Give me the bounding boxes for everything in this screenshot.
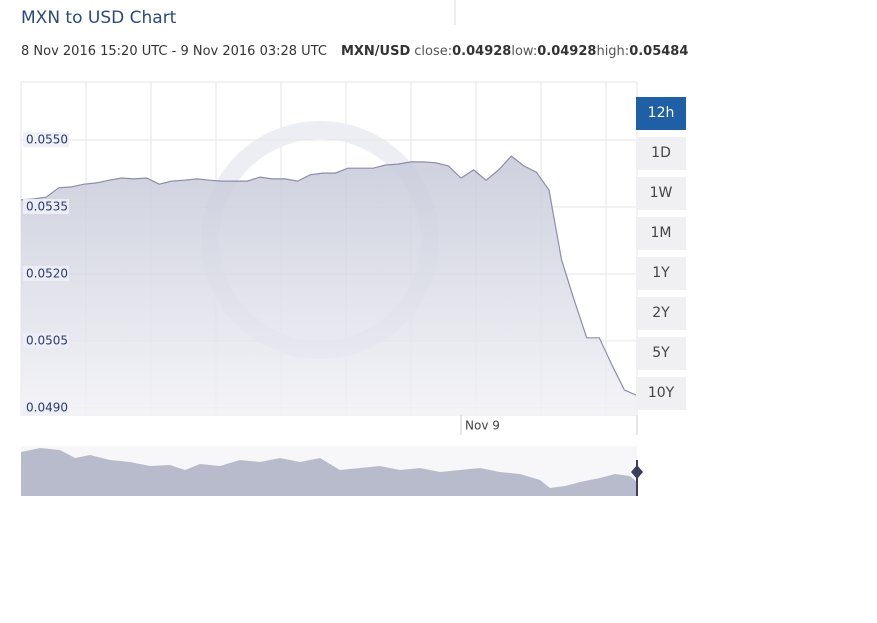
stat-value: 0.05484	[629, 44, 688, 59]
range-button[interactable]: 5Y	[636, 337, 686, 370]
pair: MXN/USD	[341, 44, 411, 59]
range-button[interactable]: 1D	[636, 137, 686, 170]
y-tick-label: 0.0550	[26, 133, 68, 147]
stat-value: 0.04928	[452, 44, 511, 59]
stat-value: 0.04928	[537, 44, 596, 59]
y-tick-label-bg	[23, 399, 69, 415]
navigator-area	[21, 448, 637, 496]
range-button[interactable]: 1M	[636, 217, 686, 250]
y-tick-label-bg	[23, 132, 69, 148]
date-range: 8 Nov 2016 15:20 UTC - 9 Nov 2016 03:28 …	[21, 44, 327, 59]
range-button[interactable]: 12h	[636, 97, 686, 130]
range-button[interactable]: 1W	[636, 177, 686, 210]
navigator-handle	[631, 465, 643, 479]
range-button[interactable]: 10Y	[636, 377, 686, 410]
y-tick-label-bg	[23, 198, 69, 214]
range-button[interactable]: 1Y	[636, 257, 686, 290]
x-tick-label: Nov 9	[465, 419, 500, 433]
y-tick-label: 0.0535	[26, 199, 68, 213]
y-tick-label-bg	[23, 265, 69, 281]
subtitle: 8 Nov 2016 15:20 UTC - 9 Nov 2016 03:28 …	[21, 44, 688, 59]
line	[20, 155, 638, 396]
range-button[interactable]: 2Y	[636, 297, 686, 330]
area	[21, 156, 637, 415]
stat-label: high:	[596, 44, 629, 59]
y-tick-label: 0.0520	[26, 266, 68, 280]
chart-title: MXN to USD Chart	[21, 8, 177, 28]
stat-label: close:	[414, 44, 452, 59]
y-tick-label: 0.0490	[26, 400, 68, 414]
stat-label: low:	[511, 44, 537, 59]
y-tick-label: 0.0505	[26, 333, 68, 347]
y-tick-label-bg	[23, 332, 69, 348]
